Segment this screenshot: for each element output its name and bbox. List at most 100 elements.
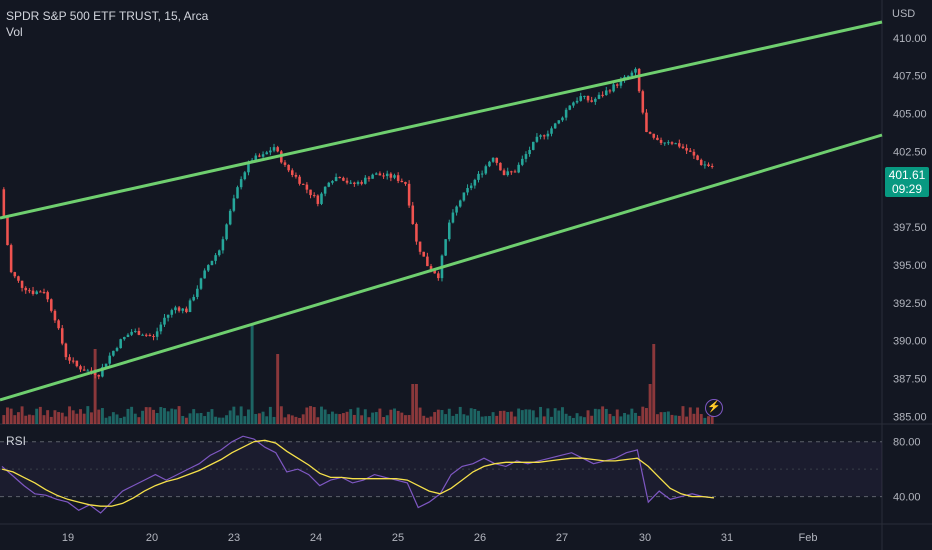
candle [688,150,692,152]
candle [480,173,484,175]
volume-bar [20,406,24,424]
time-tick-label: 20 [146,532,158,544]
volume-label[interactable]: Vol [6,25,23,39]
candle [667,142,670,144]
candle [513,171,517,173]
candle [608,90,612,92]
volume-bar [2,415,6,424]
time-tick-label: 19 [62,532,74,544]
volume-bar [75,413,79,424]
volume-bar [250,324,254,424]
candle [141,334,144,336]
candle [155,331,159,337]
volume-bar [520,410,524,424]
candle [60,328,64,344]
volume-bar [100,408,104,424]
price-tick-label: 387.50 [893,374,927,386]
candle [517,164,520,173]
rsi-label[interactable]: RSI [6,434,27,448]
volume-bar [42,415,46,424]
volume-bar [38,406,42,424]
volume-bar [393,408,396,424]
volume-bar [615,409,619,424]
volume-bar [71,410,75,424]
volume-bar [561,407,564,424]
candle [393,175,396,178]
candle [437,273,440,279]
volume-bar [294,416,298,424]
candle [568,105,572,110]
candle [605,90,608,96]
volume-bar [634,412,637,424]
volume-bar [349,409,353,424]
volume-bar [389,409,393,424]
candle [174,307,177,311]
volume-bar [203,416,207,424]
candle [108,355,111,364]
volume-bar [108,416,112,424]
volume-bar [276,354,280,424]
volume-bar [60,412,64,424]
candle [133,330,137,332]
volume-bar [97,409,101,424]
trendlines[interactable] [0,20,883,402]
volume-bar [473,408,477,424]
candle [477,173,480,180]
candle [674,143,677,145]
rsi-band [0,441,882,497]
candle [572,102,575,106]
volume-bar [35,408,39,424]
volume-bar [648,384,652,424]
candle [199,278,203,289]
candle [327,182,331,187]
volume-bar [382,416,386,424]
lightning-icon[interactable]: ⚡ [705,399,723,417]
candle [422,251,426,257]
candle [82,369,86,371]
volume-bar [513,416,517,424]
time-tick-label: 31 [721,532,733,544]
candle [710,166,714,168]
volume-bar [261,411,265,424]
rsi-line [1,435,715,514]
volume-bar [330,411,334,424]
candle [364,177,367,184]
candle [239,179,243,188]
candle [510,171,513,173]
candle [396,175,400,181]
volume-bar [64,416,68,424]
volume-bar [195,413,199,424]
candle [619,79,623,86]
candle [342,177,345,181]
volume-bar [688,407,692,424]
candle [287,164,290,171]
legend: SPDR S&P 500 ETF TRUST, 15, Arca Vol [6,8,208,40]
candle [466,188,469,193]
candle [181,308,185,311]
candle [553,123,557,129]
volume-bar [360,415,364,424]
volume-bar [217,417,221,424]
candle [207,265,210,271]
symbol-title[interactable]: SPDR S&P 500 ETF TRUST, 15, Arca [6,9,209,23]
volume-bar [9,408,13,424]
candle [418,241,422,252]
candle [670,142,674,144]
volume-bar [265,416,269,424]
candle [685,148,688,151]
candle [53,310,57,321]
volume-bar [254,413,258,424]
candle [35,291,38,295]
volume-bar [641,406,645,424]
volume-bar [575,413,579,424]
volume-bar [170,408,174,424]
volume-bar [177,406,181,424]
volume-bar [79,409,82,424]
candle [678,143,681,147]
volume-bar [630,408,634,424]
candle [254,155,258,161]
candle [338,177,342,179]
candle [283,162,287,165]
